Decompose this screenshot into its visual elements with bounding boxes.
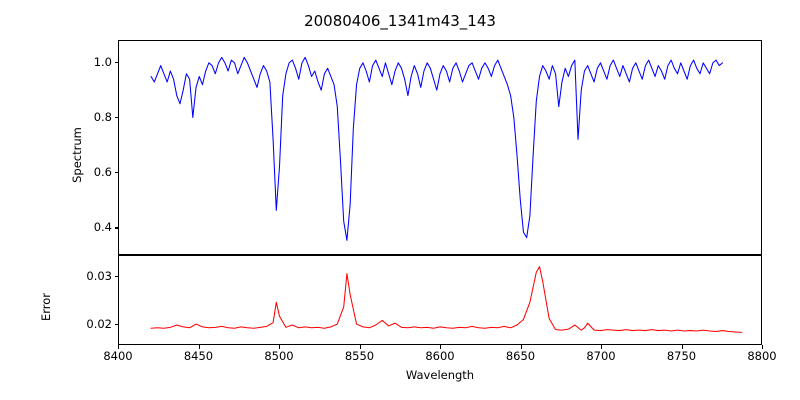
error-y-tick-mark	[114, 323, 118, 325]
error-panel	[118, 255, 762, 345]
error-line	[150, 266, 743, 333]
error-plot-area	[119, 256, 761, 344]
x-tick-mark	[198, 345, 200, 349]
x-tick-label: 8750	[666, 349, 697, 363]
x-tick-label: 8500	[264, 349, 294, 363]
x-tick-label: 8400	[103, 349, 133, 363]
x-tick-mark	[681, 345, 683, 349]
x-tick-mark	[359, 345, 361, 349]
x-tick-mark	[520, 345, 522, 349]
x-tick-label: 8450	[183, 349, 214, 363]
error-y-tick-label: 0.03	[86, 269, 112, 284]
spectrum-line	[150, 56, 724, 241]
error-series	[150, 266, 743, 333]
spectrum-axis-label: Spectrum	[70, 126, 84, 183]
spectrum-y-tick-label: 0.4	[93, 220, 112, 235]
x-tick-mark	[279, 345, 281, 349]
spectrum-y-tick-mark	[114, 62, 118, 64]
chart-title: 20080406_1341m43_143	[304, 12, 496, 30]
x-tick-label: 8700	[586, 349, 616, 363]
spectrum-y-tick-mark	[114, 227, 118, 229]
spectrum-panel	[118, 40, 762, 255]
x-axis-label: Wavelength	[405, 368, 475, 382]
spectrum-series	[150, 56, 724, 241]
spectrum-plot-area	[119, 41, 761, 254]
x-tick-label: 8600	[425, 349, 455, 363]
spectrum-y-tick-label: 1.0	[93, 55, 112, 70]
spectrum-y-tick-label: 0.6	[93, 165, 112, 180]
spectrum-y-tick-mark	[114, 117, 118, 119]
x-tick-label: 8800	[747, 349, 777, 363]
x-tick-mark	[762, 345, 764, 349]
x-tick-label: 8550	[344, 349, 375, 363]
x-tick-mark	[440, 345, 442, 349]
x-tick-mark	[118, 345, 120, 349]
error-y-tick-label: 0.02	[86, 316, 112, 331]
x-tick-label: 8650	[505, 349, 536, 363]
spectrum-y-tick-mark	[114, 172, 118, 174]
error-axis-label: Error	[39, 292, 53, 322]
spectrum-y-tick-label: 0.8	[93, 110, 112, 125]
x-tick-mark	[601, 345, 603, 349]
error-y-tick-mark	[114, 276, 118, 278]
